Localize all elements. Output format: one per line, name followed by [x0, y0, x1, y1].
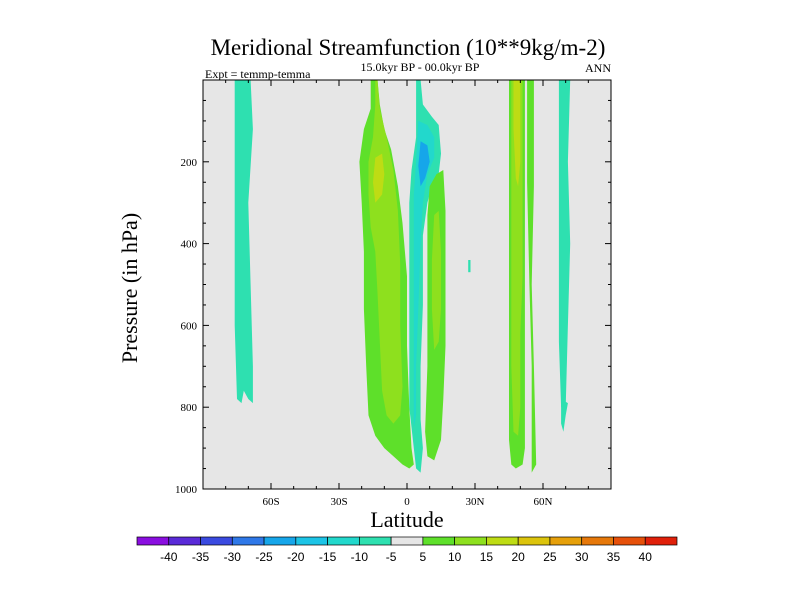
- contour-equatorial-negative-core: [418, 141, 430, 187]
- colorbar-label: -25: [255, 550, 273, 564]
- colorbar-label: -35: [192, 550, 210, 564]
- colorbar-swatch: [517, 536, 551, 546]
- colorbar-swatch: [136, 536, 170, 546]
- colorbar-label: -40: [160, 550, 178, 564]
- x-tick-label: 60S: [262, 496, 279, 508]
- y-tick-label: 200: [181, 157, 198, 169]
- colorbar-label: 15: [480, 550, 494, 564]
- colorbar-label: 5: [420, 550, 427, 564]
- contour-cell-30N-dot: [468, 260, 471, 273]
- contour-cell-68S-foot: [239, 80, 242, 162]
- colorbar-swatch: [613, 536, 646, 546]
- y-tick-label: 800: [181, 402, 198, 414]
- colorbar-swatch: [644, 536, 678, 546]
- subtitle-left: Expt = temmp-temma: [205, 67, 311, 81]
- colorbar-label: -5: [386, 550, 397, 564]
- colorbar-label: -20: [287, 550, 305, 564]
- colorbar-label: -10: [351, 550, 369, 564]
- colorbar-swatch: [295, 536, 328, 546]
- contour-cell-45N-inner: [511, 80, 523, 436]
- subtitle-right: ANN: [585, 61, 611, 75]
- y-tick-label: 400: [181, 239, 198, 251]
- y-axis-label: Pressure (in hPa): [117, 213, 142, 363]
- x-tick-label: 60N: [534, 496, 553, 508]
- colorbar: -40 -35 -30 -25 -20 -15 -10 -5 5 10 15 20 25 30 35 40: [136, 536, 678, 564]
- contour-cell-60N-tail: [561, 399, 568, 432]
- x-axis: 60S 30S 0 30N 60N: [225, 80, 589, 508]
- y-tick-label: 600: [181, 320, 198, 332]
- contour-cell-54N: [527, 80, 537, 473]
- colorbar-swatch: [549, 536, 583, 546]
- colorbar-swatch: [359, 536, 392, 546]
- colorbar-swatch: [200, 536, 233, 546]
- colorbar-label: 35: [607, 550, 621, 564]
- contour-cell-68S-upper: [234, 80, 253, 404]
- colorbar-label: -15: [319, 550, 337, 564]
- colorbar-swatch: [486, 536, 519, 546]
- y-tick-label: 1000: [175, 484, 198, 496]
- colorbar-label: 20: [511, 550, 525, 564]
- chart-title: Meridional Streamfunction (10**9kg/m-2): [211, 35, 606, 60]
- contour-hadley-south-core: [373, 153, 385, 203]
- contour-regions: [234, 80, 571, 473]
- contour-ferrel-north-yellow: [431, 210, 441, 350]
- colorbar-swatch: [422, 536, 455, 546]
- colorbar-swatch: [231, 536, 265, 546]
- colorbar-label: 30: [575, 550, 589, 564]
- colorbar-label: 10: [448, 550, 462, 564]
- contour-cell-45N-core: [513, 80, 521, 187]
- x-axis-label: Latitude: [370, 507, 443, 532]
- colorbar-label: -30: [224, 550, 242, 564]
- colorbar-label: 25: [543, 550, 557, 564]
- colorbar-label: 40: [639, 550, 653, 564]
- colorbar-swatch: [327, 536, 360, 546]
- colorbar-swatch: [454, 536, 487, 546]
- subtitle-center: 15.0kyr BP - 00.0kyr BP: [361, 60, 480, 74]
- x-tick-label: 30S: [330, 496, 347, 508]
- x-tick-label: 0: [404, 496, 410, 508]
- contour-equatorial-negative-mid: [413, 120, 435, 428]
- colorbar-swatch: [168, 536, 201, 546]
- colorbar-swatch: [581, 536, 614, 546]
- x-tick-label: 30N: [466, 496, 485, 508]
- contour-cell-60N: [558, 80, 571, 408]
- colorbar-swatch: [263, 536, 297, 546]
- colorbar-swatch: [390, 536, 424, 546]
- y-axis: 200 400 600 800 1000: [175, 99, 611, 496]
